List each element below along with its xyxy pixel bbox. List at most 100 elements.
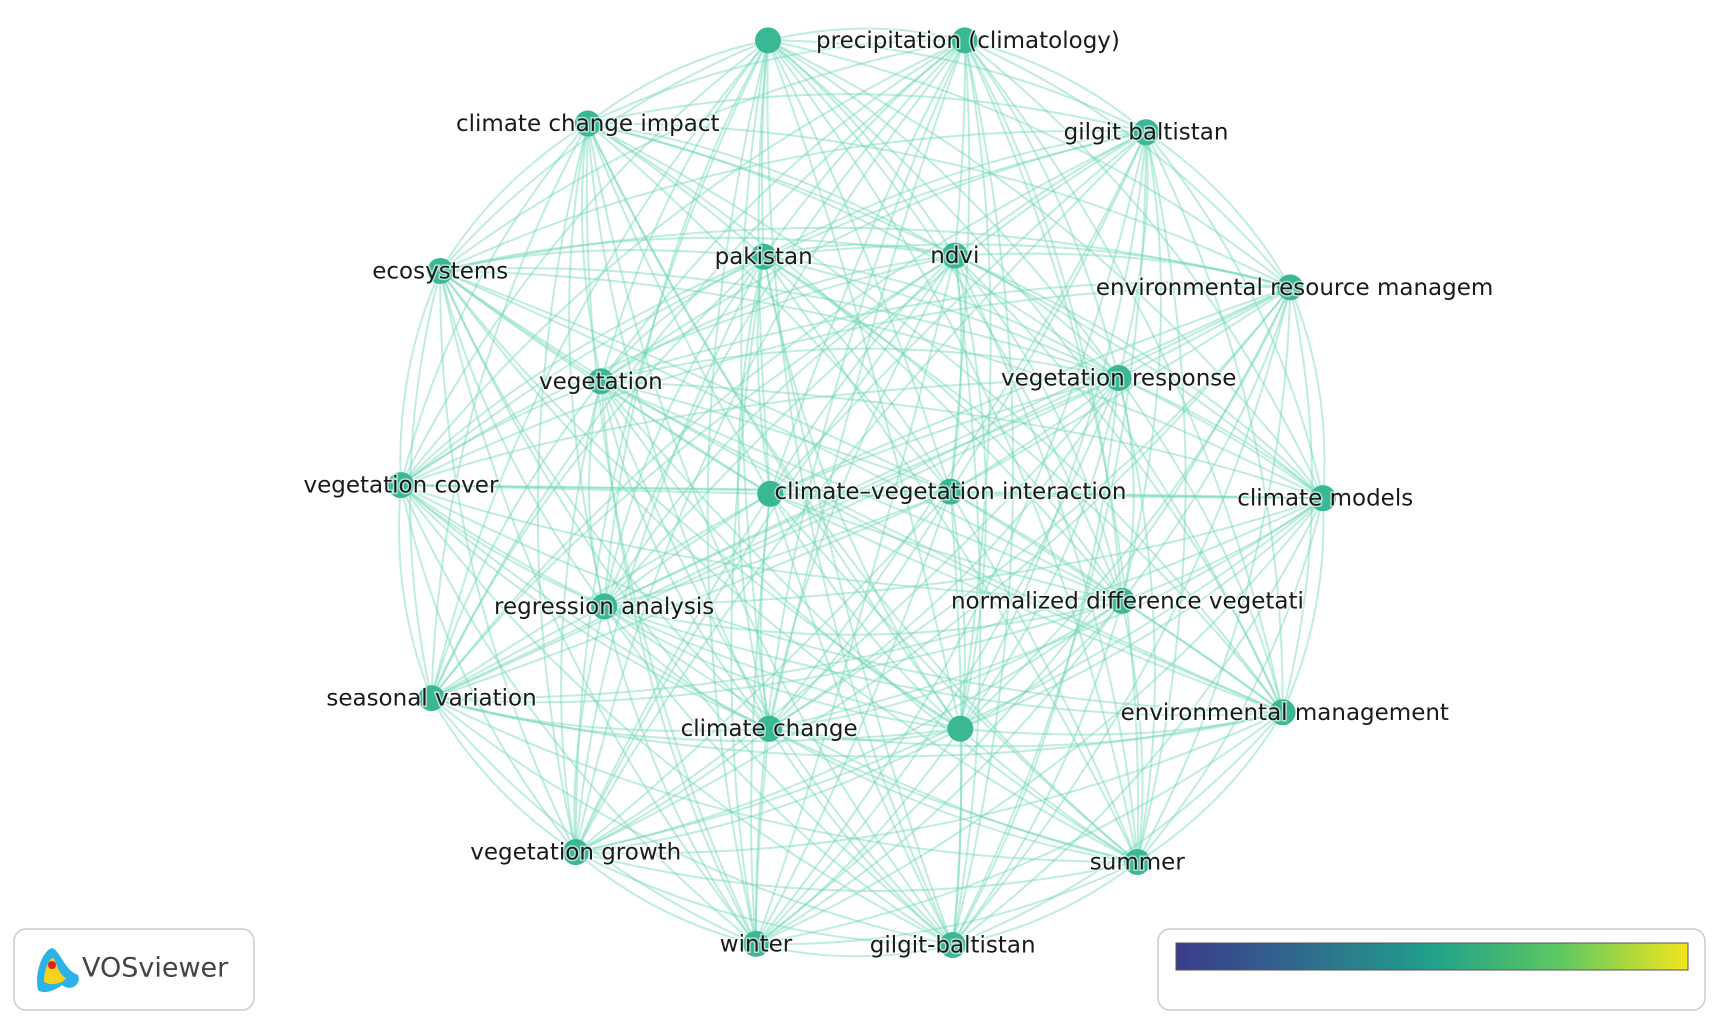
edge — [603, 605, 954, 946]
edge — [439, 270, 757, 945]
node[interactable] — [757, 480, 784, 507]
edge — [964, 39, 1292, 288]
edge — [603, 39, 966, 607]
edge — [600, 380, 1283, 714]
edge — [759, 493, 772, 729]
edge — [763, 243, 1291, 289]
edge — [949, 255, 963, 492]
node[interactable] — [1105, 365, 1132, 392]
edge — [599, 39, 769, 382]
node[interactable] — [947, 715, 974, 742]
edge — [1117, 377, 1156, 863]
edge — [768, 377, 1120, 730]
edge — [603, 599, 1123, 636]
edge — [1118, 377, 1324, 499]
edge — [399, 484, 577, 853]
node-label: climate models — [1237, 486, 1413, 512]
edge — [400, 285, 1291, 486]
edge — [768, 727, 961, 742]
edge — [963, 39, 1284, 713]
edge — [603, 256, 765, 607]
edge — [949, 491, 963, 946]
node[interactable] — [1133, 119, 1160, 146]
node[interactable] — [756, 715, 783, 742]
node[interactable] — [1124, 848, 1151, 875]
node[interactable] — [562, 839, 589, 866]
node[interactable] — [755, 27, 782, 54]
edge — [587, 93, 1147, 134]
edge — [600, 254, 955, 383]
edge — [954, 252, 1291, 289]
edge — [769, 493, 954, 946]
edge — [587, 122, 765, 258]
edge — [575, 851, 757, 945]
edge — [430, 39, 966, 699]
node[interactable] — [591, 593, 618, 620]
edge — [754, 728, 771, 944]
node-label: gilgit baltistan — [1064, 120, 1229, 146]
edge — [960, 711, 1283, 736]
edge — [600, 380, 1324, 500]
edge — [400, 131, 1147, 486]
edge — [400, 484, 961, 730]
node[interactable] — [574, 110, 601, 137]
edge — [604, 497, 1324, 608]
node[interactable] — [937, 478, 964, 505]
edge — [400, 484, 1138, 863]
edge — [587, 122, 1291, 289]
node[interactable] — [941, 242, 968, 269]
edge — [439, 270, 771, 495]
edge — [431, 697, 1138, 863]
edge — [755, 728, 962, 945]
node[interactable] — [743, 930, 770, 957]
node[interactable] — [1277, 274, 1304, 301]
node-label: vegetation cover — [303, 473, 498, 499]
edge — [560, 381, 602, 853]
edge — [536, 123, 589, 853]
color-legend — [1157, 928, 1706, 1011]
edge — [1136, 287, 1292, 863]
node[interactable] — [418, 685, 445, 712]
edge — [767, 39, 1123, 602]
color-bar — [1175, 942, 1689, 971]
edge — [953, 255, 1139, 863]
node[interactable] — [951, 27, 978, 54]
edge — [586, 123, 771, 730]
edge — [400, 484, 1283, 714]
edge — [954, 254, 1324, 499]
node[interactable] — [387, 472, 414, 499]
edge — [430, 122, 589, 699]
node[interactable] — [1310, 485, 1337, 512]
edge — [769, 492, 1123, 602]
logo-box[interactable]: VOSviewer — [13, 928, 255, 1011]
edge — [431, 697, 961, 743]
edge — [439, 270, 951, 493]
node[interactable] — [1108, 587, 1135, 614]
edge — [769, 254, 956, 495]
edge — [1118, 286, 1291, 379]
node[interactable] — [427, 257, 454, 284]
node-label: climate change impact — [456, 111, 720, 137]
edge — [587, 39, 965, 125]
node-label: ecosystems — [372, 258, 508, 284]
edge — [574, 39, 769, 853]
node[interactable] — [750, 243, 777, 270]
edge — [587, 122, 952, 493]
node[interactable] — [587, 368, 614, 395]
edge — [603, 254, 956, 607]
edge — [430, 697, 953, 946]
node[interactable] — [939, 932, 966, 959]
edge — [603, 286, 1291, 608]
nodes — [387, 27, 1337, 959]
edge — [603, 377, 1120, 608]
edge — [762, 256, 954, 946]
edge — [755, 131, 1148, 945]
node-label: climate–vegetation interaction — [774, 479, 1126, 505]
edge — [767, 39, 1120, 379]
node[interactable] — [1269, 699, 1296, 726]
edge — [763, 255, 1324, 499]
edge — [762, 256, 1139, 863]
edge — [768, 255, 956, 729]
edge — [1281, 498, 1325, 713]
edge — [1121, 287, 1292, 602]
